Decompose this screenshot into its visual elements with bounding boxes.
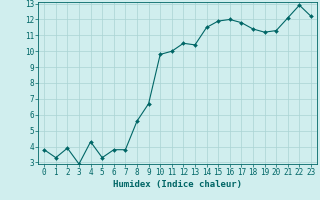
X-axis label: Humidex (Indice chaleur): Humidex (Indice chaleur) bbox=[113, 180, 242, 189]
